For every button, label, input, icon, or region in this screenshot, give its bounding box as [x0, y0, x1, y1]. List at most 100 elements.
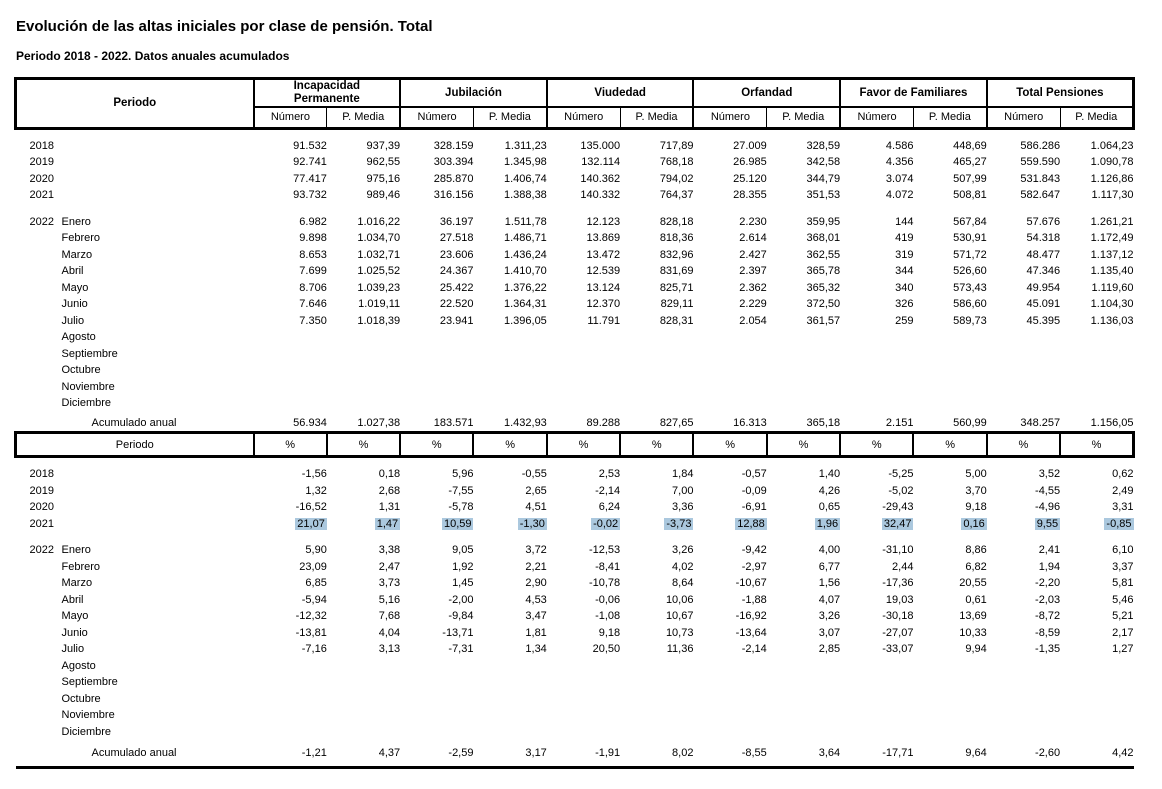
value-cell: 1.117,30 [1091, 189, 1134, 201]
value-cell: 45.091 [1026, 298, 1061, 310]
month-label: Febrero [61, 560, 101, 573]
value-cell: 140.362 [580, 172, 621, 185]
value-cell: -2,60 [1035, 747, 1061, 759]
value-cell: 1.172,49 [1090, 232, 1134, 244]
value-cell: 1.025,52 [357, 265, 401, 277]
period-cell: 2018 [16, 457, 254, 483]
value-cell: 4,02 [672, 560, 694, 573]
value-cell: 1,40 [818, 468, 841, 480]
value-cell [400, 329, 473, 346]
value-cell [400, 657, 473, 674]
value-cell: 1,47 [374, 517, 401, 530]
value-cell: 5,00 [965, 468, 987, 480]
percent-symbol: % [253, 431, 328, 458]
value-cell: 4,00 [818, 544, 841, 556]
value-cell: 2.230 [739, 215, 767, 228]
value-cell [913, 329, 986, 346]
value-cell: 1.019,11 [358, 298, 401, 310]
group-header-row: Periodo Incapacidad Permanente Jubilació… [14, 77, 1135, 130]
value-cell: 365,32 [806, 281, 841, 294]
value-cell: 1.376,22 [503, 281, 547, 294]
value-cell: 8.653 [299, 248, 327, 261]
table-row: Diciembre [16, 723, 1134, 740]
value-cell: 6,77 [818, 560, 841, 573]
value-cell: 1,56 [818, 577, 841, 589]
value-cell [400, 362, 473, 379]
value-cell: -0,02 [591, 517, 621, 530]
table-row: Acumulado anual -1,21 4,37 -2,59 3,17 -1,91 8,… [16, 740, 1134, 762]
period-cell: Febrero [16, 558, 254, 575]
percent-symbol: % [913, 431, 988, 458]
percent-symbol: % [620, 431, 695, 458]
value-cell: 3,31 [1112, 501, 1134, 513]
value-cell: 6,10 [1112, 544, 1134, 556]
percent-symbol: % [546, 431, 622, 458]
value-cell: 28.355 [733, 189, 767, 201]
value-cell [913, 395, 986, 412]
value-cell [840, 345, 913, 362]
value-cell: 1,92 [452, 560, 474, 573]
value-cell: -16,92 [735, 610, 767, 622]
value-cell: 89.288 [586, 417, 621, 429]
month-label: Octubre [61, 692, 101, 705]
value-cell [620, 707, 693, 724]
value-cell [767, 329, 840, 346]
value-cell: -3,73 [664, 517, 694, 530]
value-cell [767, 723, 840, 740]
value-cell [840, 395, 913, 412]
value-cell: -27,07 [882, 626, 914, 639]
group-header-total-pensiones: Total Pensiones [986, 77, 1135, 108]
month-label: Septiembre [61, 347, 118, 360]
value-cell [620, 723, 693, 740]
value-cell: -7,55 [448, 484, 474, 497]
value-cell: 10,67 [665, 610, 694, 622]
month-label: Mayo [61, 281, 89, 294]
value-cell [987, 395, 1060, 412]
value-cell: 12.370 [586, 298, 621, 310]
table-header-band: Periodo Incapacidad Permanente Jubilació… [14, 77, 1136, 130]
value-cell [473, 362, 546, 379]
value-cell: 2,68 [378, 484, 401, 497]
value-cell: 27.009 [733, 139, 767, 152]
value-cell: 1.119,60 [1091, 281, 1134, 294]
value-cell: 7,00 [672, 484, 694, 497]
value-cell: 2.054 [739, 314, 767, 327]
value-cell: 10,73 [665, 626, 694, 639]
period-cell: Acumulado anual [16, 740, 254, 762]
value-cell [547, 395, 620, 412]
value-cell [767, 657, 840, 674]
subheader-numero: Número [253, 107, 328, 130]
period-cell: Septiembre [16, 345, 254, 362]
value-cell: -0,06 [595, 593, 621, 606]
table-row: Octubre [16, 690, 1134, 707]
year-label: 2018 [29, 139, 54, 152]
month-label: Noviembre [61, 380, 115, 393]
value-cell [693, 690, 766, 707]
value-cell [1060, 690, 1133, 707]
month-label: Marzo [61, 248, 93, 261]
value-cell: 3,07 [818, 626, 841, 639]
bottom-rule [15, 761, 1134, 769]
value-cell [693, 345, 766, 362]
value-cell: 1.388,38 [503, 189, 547, 201]
value-cell: -4,55 [1035, 484, 1061, 497]
value-cell: -1,35 [1035, 643, 1061, 655]
value-cell: 1.064,23 [1090, 139, 1134, 152]
value-cell: 1,32 [305, 484, 327, 497]
value-cell: 3,47 [525, 610, 547, 622]
value-cell [767, 690, 840, 707]
period-cell: Noviembre [16, 707, 254, 724]
period-cell: Mayo [16, 608, 254, 625]
period-cell: Julio [16, 312, 254, 329]
table-row: Agosto [16, 657, 1134, 674]
value-cell [254, 345, 327, 362]
month-label: Noviembre [61, 709, 115, 721]
value-cell: 132.114 [581, 156, 621, 168]
value-cell: 11,36 [666, 643, 694, 655]
percent-symbol: % [986, 431, 1062, 458]
value-cell: 827,65 [659, 417, 694, 429]
value-cell: 8,86 [965, 544, 987, 556]
value-cell [254, 674, 327, 691]
value-cell: 3,70 [965, 484, 987, 497]
value-cell [620, 690, 693, 707]
